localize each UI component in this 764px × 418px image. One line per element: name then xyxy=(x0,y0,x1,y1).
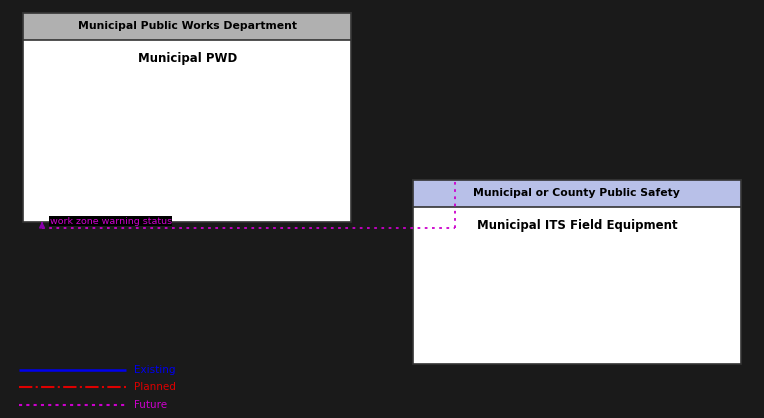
Text: Existing: Existing xyxy=(134,365,175,375)
Text: Municipal ITS Field Equipment: Municipal ITS Field Equipment xyxy=(477,219,677,232)
Bar xyxy=(413,180,741,207)
Text: Future: Future xyxy=(134,400,167,410)
Bar xyxy=(413,180,741,364)
Bar xyxy=(23,13,351,222)
Bar xyxy=(23,13,351,40)
Text: Planned: Planned xyxy=(134,382,176,393)
Text: work zone warning status: work zone warning status xyxy=(50,217,172,226)
Text: Municipal PWD: Municipal PWD xyxy=(138,52,237,65)
Text: Municipal or County Public Safety: Municipal or County Public Safety xyxy=(474,189,680,198)
Text: Municipal Public Works Department: Municipal Public Works Department xyxy=(78,21,296,31)
